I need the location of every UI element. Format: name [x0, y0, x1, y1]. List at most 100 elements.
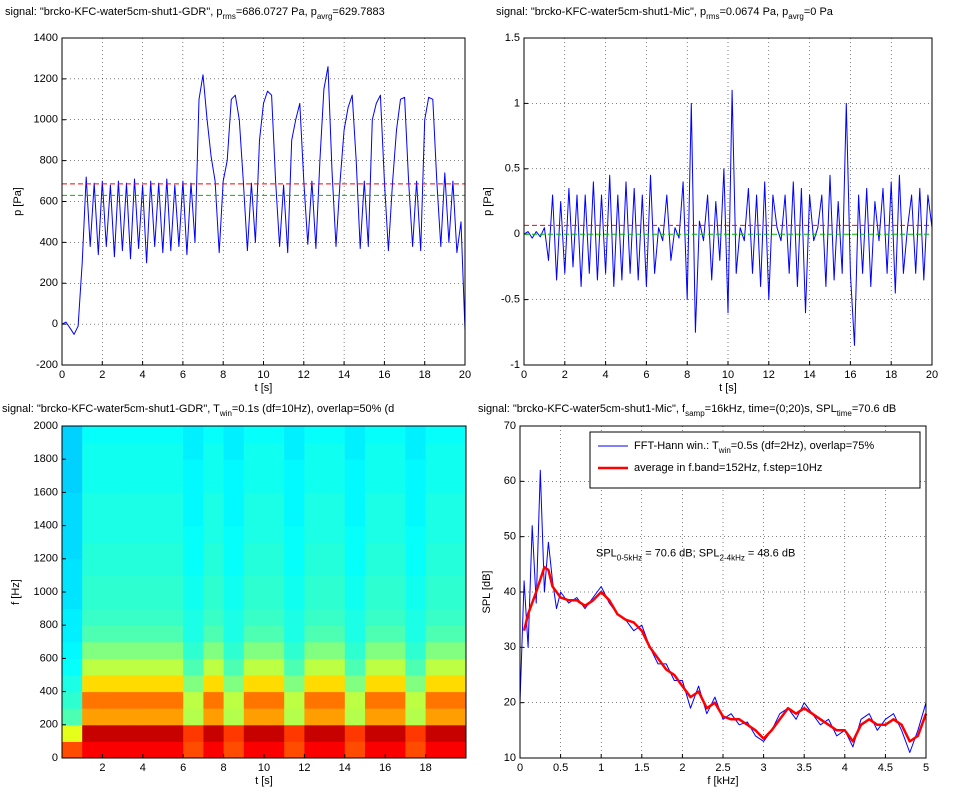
heat-cell [405, 525, 427, 543]
heat-cell [203, 542, 225, 560]
heat-cell [405, 691, 427, 709]
y-tick-label: 1200 [34, 73, 58, 85]
heat-cell [365, 741, 386, 759]
y-tick-label: 1400 [34, 520, 58, 532]
heat-cell [385, 658, 406, 676]
heat-cell [142, 575, 164, 593]
data-line [522, 565, 928, 743]
annotation: SPL0-5kHz = 70.6 dB; SPL2-4kHz = 48.6 dB [596, 547, 795, 562]
heat-cell [163, 525, 184, 543]
heat-cell [82, 625, 103, 643]
y-tick-label: 2000 [34, 420, 58, 432]
heat-cell [203, 459, 225, 477]
heat-cell [344, 658, 366, 676]
heat-cell [142, 426, 164, 444]
y-tick-label: 1 [514, 97, 520, 109]
heat-cell [304, 442, 326, 460]
heat-cell [122, 459, 144, 477]
heat-cell [365, 641, 386, 659]
heat-cell [122, 741, 144, 759]
heat-cell [405, 741, 427, 759]
heat-cell [385, 558, 406, 576]
legend-label-part: FFT-Hann win.: T [634, 440, 719, 452]
chart-title-part: signal: "brcko-KFC-water5cm-shut1-GDR", … [2, 403, 220, 415]
heat-cell [102, 691, 124, 709]
heat-cell [405, 475, 427, 493]
heat-cell [324, 592, 346, 610]
heat-cell [284, 509, 305, 527]
heat-cell [203, 641, 225, 659]
heat-cell [344, 509, 366, 527]
heat-cell [405, 459, 427, 477]
x-tick-label: 4 [140, 369, 146, 381]
heat-cell [304, 658, 326, 676]
heat-cell [324, 558, 346, 576]
heat-cell [62, 592, 83, 610]
heat-cell [264, 724, 285, 742]
heat-cell [142, 641, 164, 659]
y-tick-label: 400 [40, 686, 58, 698]
heat-cell [385, 442, 406, 460]
chart-title: signal: "brcko-KFC-water5cm-shut1-Mic", … [496, 6, 834, 21]
heat-cell [264, 459, 285, 477]
annotation-part: 2-4kHz [720, 553, 745, 562]
heat-cell [243, 542, 265, 560]
y-axis-label: p [Pa] [12, 187, 24, 216]
heat-cell [284, 442, 305, 460]
heat-cell [102, 658, 124, 676]
heat-cell [365, 492, 386, 510]
heat-cell [324, 459, 346, 477]
y-tick-label: 0 [52, 752, 58, 764]
x-tick-label: 10 [258, 762, 270, 774]
heat-cell [365, 575, 386, 593]
annotation-part: = 70.6 dB; SPL [642, 547, 719, 559]
heat-cell [264, 641, 285, 659]
heat-cell [122, 575, 144, 593]
heat-cell [203, 442, 225, 460]
chart-title-part: time [837, 409, 853, 418]
heat-cell [324, 442, 346, 460]
heat-cell [243, 575, 265, 593]
heat-cell [223, 592, 245, 610]
heat-cell [183, 542, 204, 560]
heat-cell [62, 641, 83, 659]
heat-cell [243, 625, 265, 643]
heat-cell [223, 625, 245, 643]
heat-cell [324, 492, 346, 510]
heat-cell [102, 442, 124, 460]
heat-cell [142, 525, 164, 543]
heat-cell [223, 525, 245, 543]
heat-cell [122, 558, 144, 576]
heat-cell [243, 724, 265, 742]
heat-cell [324, 741, 346, 759]
heat-cell [264, 509, 285, 527]
heat-cell [122, 525, 144, 543]
chart-title-part: =0.0674 Pa, p [719, 6, 788, 18]
heat-cell [344, 724, 366, 742]
heat-cell [405, 426, 427, 444]
heat-cell [203, 625, 225, 643]
heat-cell [142, 675, 164, 693]
heat-cell [122, 641, 144, 659]
heat-cell [284, 459, 305, 477]
x-tick-label: 2 [562, 369, 568, 381]
heat-cell [264, 525, 285, 543]
heat-cell [344, 558, 366, 576]
heat-cell [82, 575, 103, 593]
heat-cell [344, 708, 366, 726]
heat-cell [304, 708, 326, 726]
heat-cell [223, 658, 245, 676]
heat-cell [142, 625, 164, 643]
heat-cell [385, 426, 406, 444]
heat-cell [223, 575, 245, 593]
heat-cell [304, 558, 326, 576]
x-axis-label: f [kHz] [707, 775, 738, 787]
heat-cell [62, 442, 83, 460]
chart-title-part: avrg [788, 12, 804, 21]
heat-cell [445, 542, 467, 560]
heat-cell [425, 675, 447, 693]
y-tick-label: 400 [40, 236, 58, 248]
heat-cell [344, 675, 366, 693]
heat-cell [365, 608, 386, 626]
heat-cell [284, 708, 305, 726]
